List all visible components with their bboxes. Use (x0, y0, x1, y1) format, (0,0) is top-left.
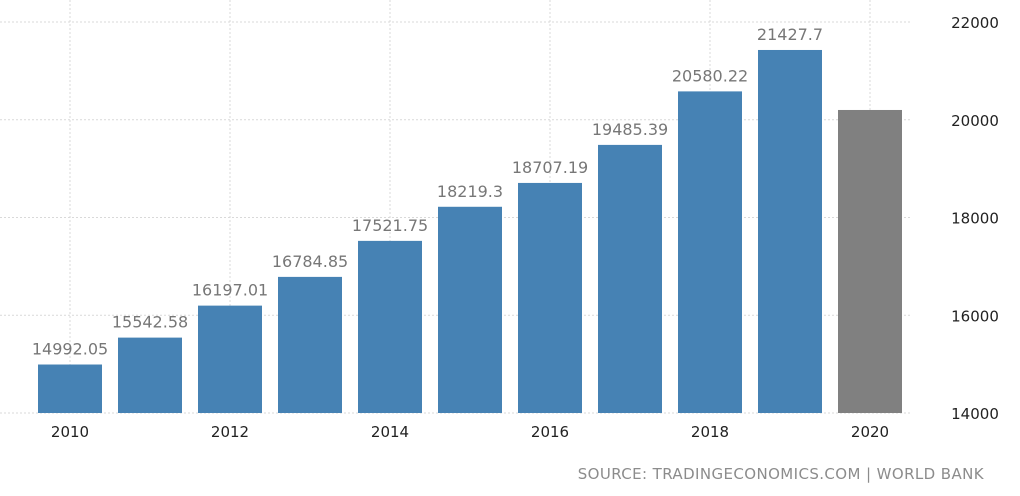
data-label-2015: 18219.3 (437, 182, 503, 201)
bar-2012 (198, 305, 262, 413)
data-label-2013: 16784.85 (272, 252, 348, 271)
bar-2015 (438, 206, 502, 413)
data-label-2017: 19485.39 (592, 120, 668, 139)
bar-2014 (358, 240, 422, 413)
bar-2013 (278, 276, 342, 413)
bar-2010 (38, 364, 102, 413)
x-tick-label: 2018 (691, 423, 729, 441)
y-tick-label: 14000 (951, 405, 999, 423)
data-label-2012: 16197.01 (192, 281, 268, 300)
y-axis-ticks: 14000 16000 18000 20000 22000 (951, 14, 999, 423)
y-tick-label: 16000 (951, 307, 999, 325)
y-tick-label: 22000 (951, 14, 999, 32)
y-tick-label: 20000 (951, 112, 999, 130)
y-tick-label: 18000 (951, 210, 999, 228)
x-tick-label: 2014 (371, 423, 409, 441)
bar-2019 (758, 49, 822, 413)
x-tick-label: 2020 (851, 423, 889, 441)
x-tick-label: 2010 (51, 423, 89, 441)
data-label-2019: 21427.7 (757, 25, 823, 44)
source-note: SOURCE: TRADINGECONOMICS.COM | WORLD BAN… (577, 465, 984, 483)
data-labels: 14992.0515542.5816197.0116784.8517521.75… (32, 25, 823, 359)
x-tick-label: 2012 (211, 423, 249, 441)
bar-2017 (598, 144, 662, 414)
data-label-2014: 17521.75 (352, 216, 428, 235)
x-axis-ticks: 2010 2012 2014 2016 2018 2020 (51, 423, 889, 441)
data-label-2016: 18707.19 (512, 158, 588, 177)
data-label-2011: 15542.58 (112, 313, 188, 332)
x-tick-label: 2016 (531, 423, 569, 441)
bars (38, 49, 902, 414)
data-label-2010: 14992.05 (32, 340, 108, 359)
bar-2011 (118, 337, 182, 413)
bar-2016 (518, 182, 582, 413)
data-label-2018: 20580.22 (672, 66, 748, 85)
bar-2020 (838, 109, 902, 413)
bar-2018 (678, 91, 742, 413)
